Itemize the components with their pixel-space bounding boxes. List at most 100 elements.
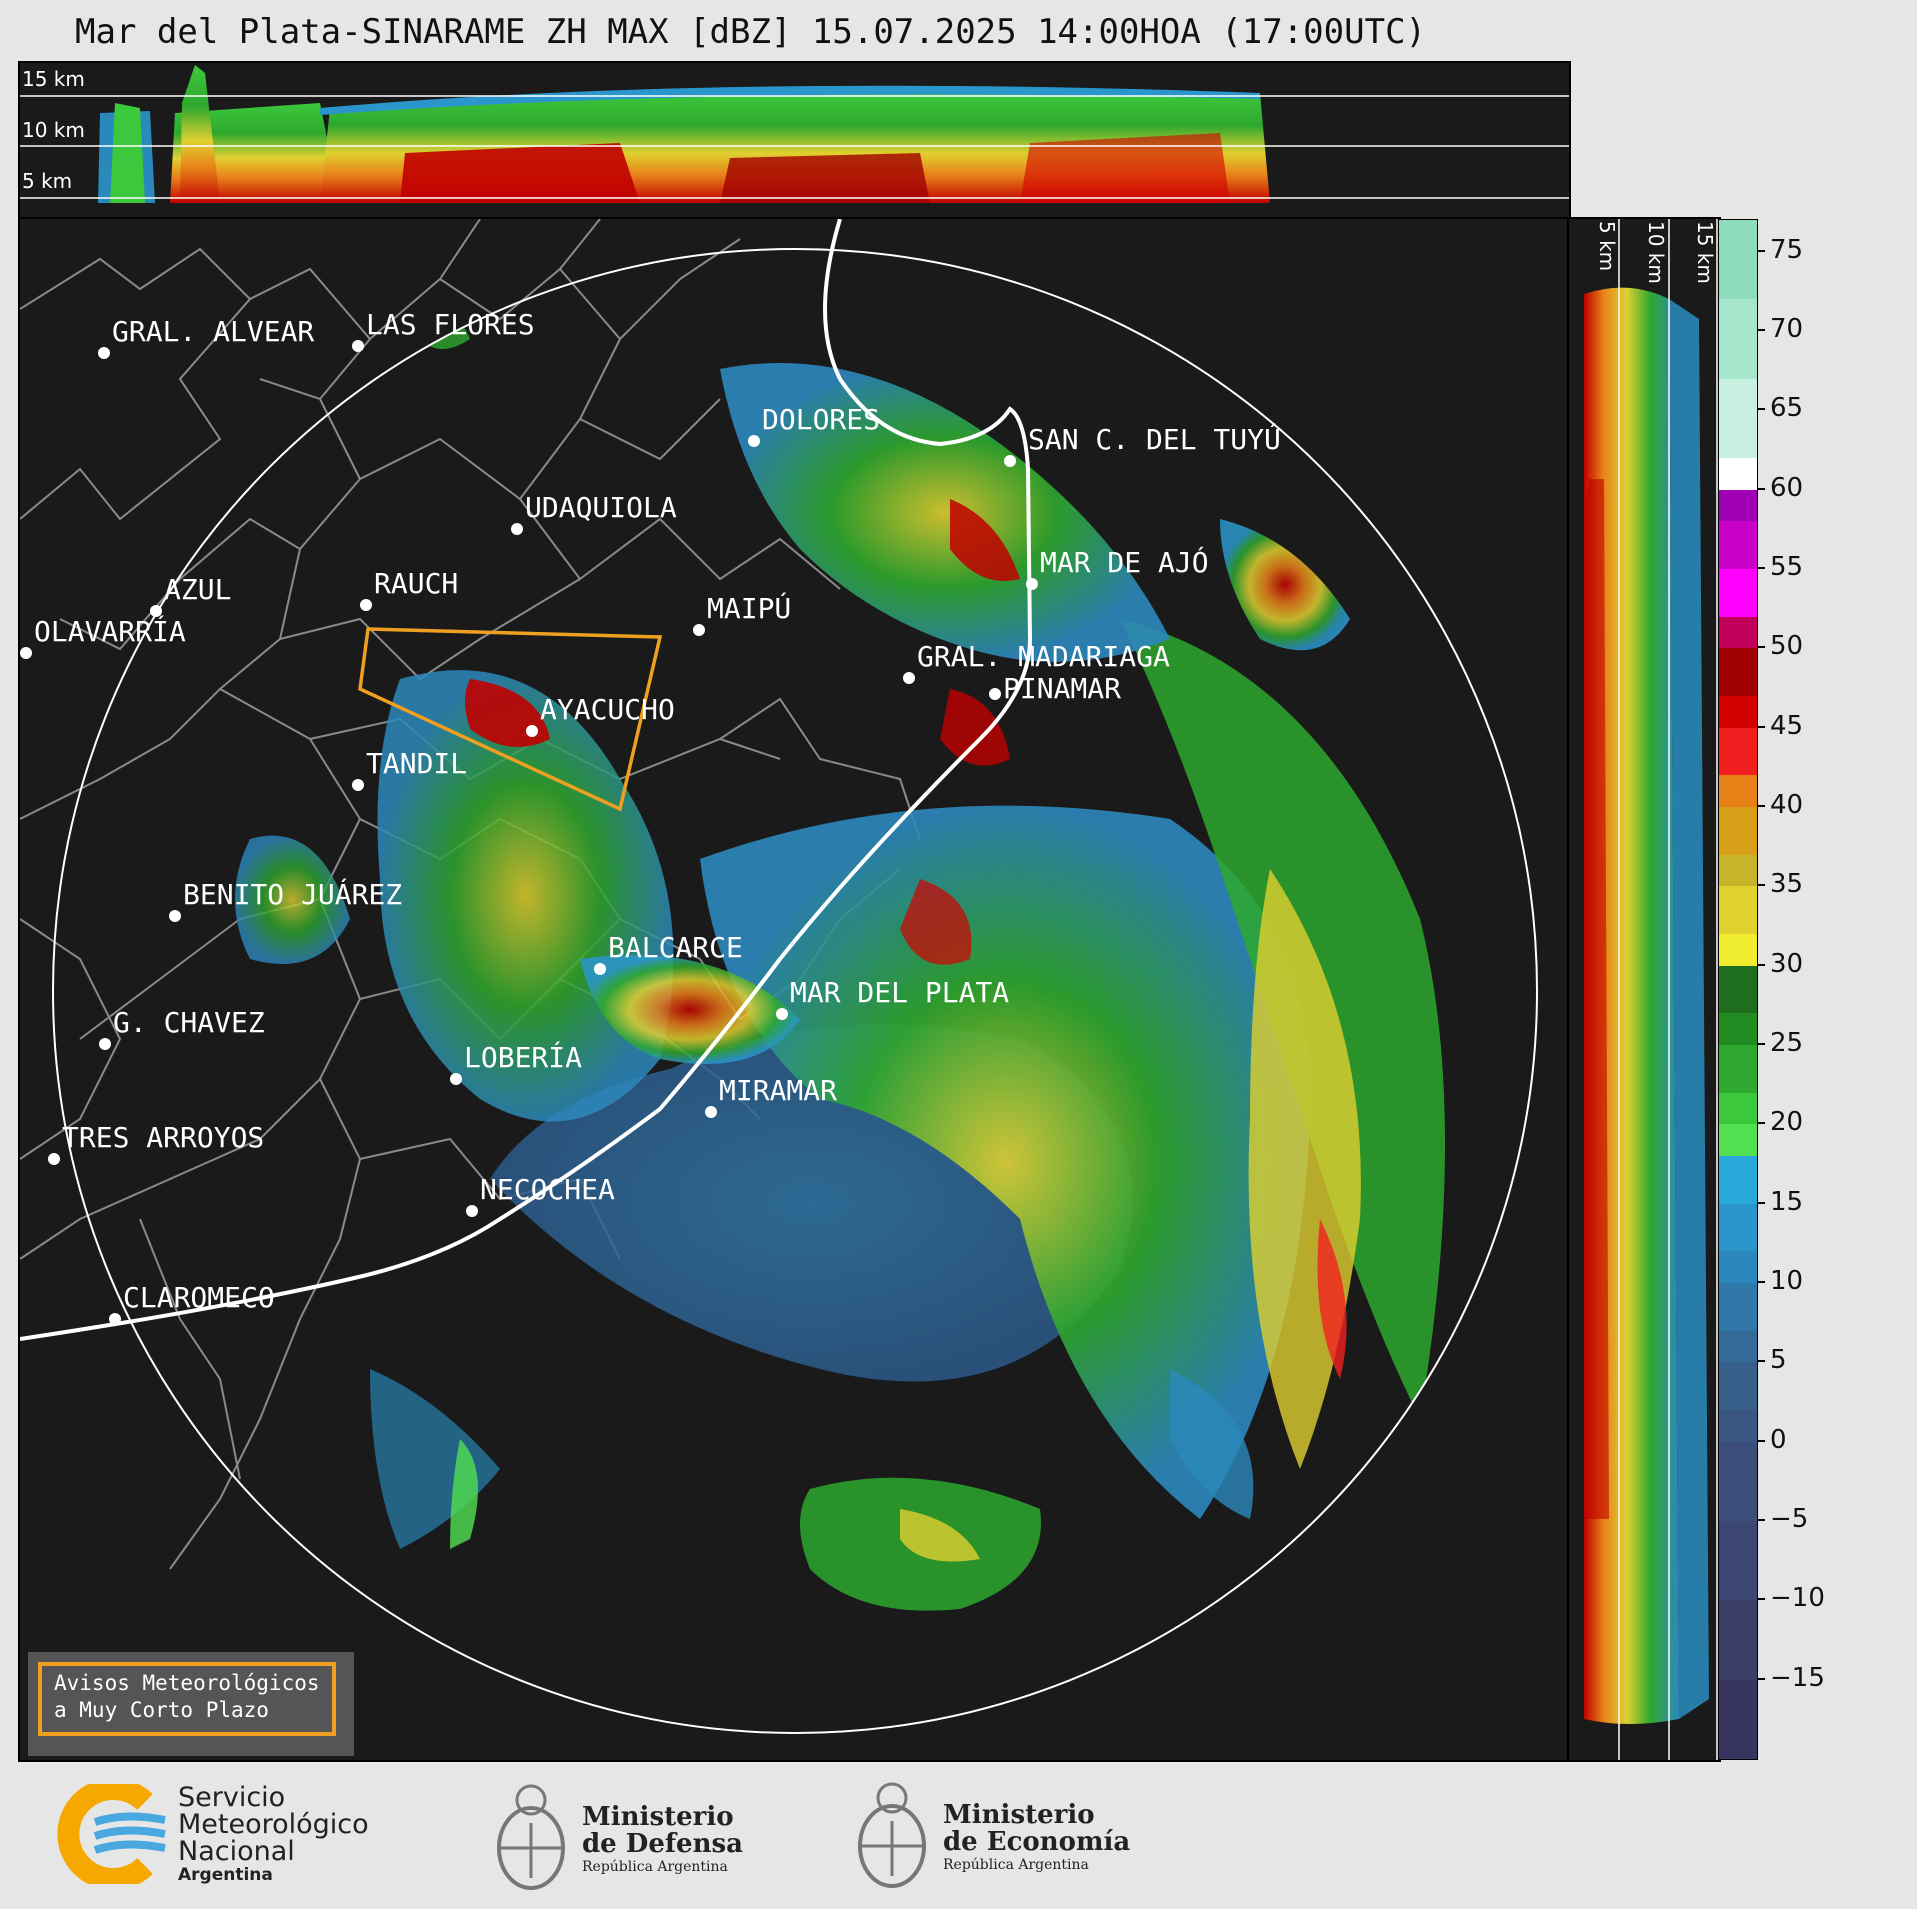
- economia-name: Ministerio de Economía República Argenti…: [943, 1802, 1130, 1874]
- city-label-miramar: MIRAMAR: [719, 1074, 837, 1107]
- radar-map: GRAL. ALVEAR LAS FLORES DOLORES SAN C. D…: [18, 217, 1571, 1762]
- colorbar-tick: [1757, 805, 1765, 808]
- colorbar-tick: [1757, 1281, 1765, 1284]
- colorbar-band: [1719, 775, 1757, 808]
- aviso-box: Avisos Meteorológicos a Muy Corto Plazo: [28, 1652, 354, 1756]
- colorbar-tick-label: 45: [1770, 710, 1804, 741]
- range-ring: [52, 248, 1538, 1734]
- city-label-loberia: LOBERÍA: [464, 1040, 582, 1074]
- colorbar-tick-label: 65: [1770, 393, 1804, 424]
- top-label-10km: 10 km: [22, 118, 85, 142]
- colorbar-tick-label: 55: [1770, 552, 1804, 583]
- colorbar-tick: [1757, 249, 1765, 252]
- city-label-las-flores: LAS FLORES: [366, 308, 535, 341]
- colorbar-band: [1719, 1330, 1757, 1363]
- colorbar-band: [1719, 1409, 1757, 1442]
- colorbar-tick: [1757, 646, 1765, 649]
- defensa-line-1: Ministerio: [582, 1802, 734, 1832]
- reflectivity-echoes: [235, 316, 1445, 1611]
- smn-line-3: Nacional: [178, 1836, 295, 1867]
- colorbar-tick-label: 75: [1770, 234, 1804, 265]
- side-label-5km: 5 km: [1595, 221, 1619, 272]
- smn-line-4: Argentina: [178, 1865, 273, 1885]
- colorbar-tick: [1757, 329, 1765, 332]
- city-label-tres-arroyos: TRES ARROYOS: [62, 1121, 264, 1154]
- colorbar-band: [1719, 1156, 1757, 1204]
- colorbar-band: [1719, 886, 1757, 934]
- defensa-shield-icon: [497, 1784, 565, 1890]
- colorbar-tick: [1757, 1122, 1765, 1125]
- colorbar-band: [1719, 521, 1757, 570]
- city-label-mar-de-ajo: MAR DE AJÓ: [1040, 545, 1209, 579]
- colorbar-band: [1719, 1521, 1757, 1601]
- top-cross-section-panel: 15 km 10 km 5 km: [18, 61, 1571, 219]
- colorbar-tick: [1757, 1439, 1765, 1442]
- city-label-claromeco: CLAROMECO: [123, 1281, 275, 1314]
- coastline: [20, 219, 1033, 1341]
- colorbar-band: [1719, 1203, 1757, 1252]
- colorbar-band: [1719, 854, 1757, 887]
- colorbar-tick-label: 70: [1770, 314, 1804, 345]
- aviso-line-1: Avisos Meteorológicos: [54, 1671, 320, 1695]
- colorbar-tick-label: 25: [1770, 1028, 1804, 1059]
- colorbar-band: [1719, 378, 1757, 458]
- colorbar: [1718, 219, 1758, 1760]
- colorbar-band: [1719, 220, 1757, 300]
- city-label-rauch: RAUCH: [374, 567, 458, 600]
- colorbar-band: [1719, 933, 1757, 966]
- colorbar-tick: [1757, 487, 1765, 490]
- colorbar-tick-label: 15: [1770, 1186, 1804, 1217]
- colorbar-tick-label: 50: [1770, 631, 1804, 662]
- colorbar-band: [1719, 1679, 1757, 1759]
- economia-line-2: de Economía: [943, 1827, 1131, 1857]
- city-label-udaquiola: UDAQUIOLA: [525, 491, 677, 524]
- colorbar-band: [1719, 1124, 1757, 1157]
- colorbar-band: [1719, 569, 1757, 617]
- colorbar-tick: [1757, 884, 1765, 887]
- economia-line-1: Ministerio: [943, 1800, 1095, 1830]
- city-label-dolores: DOLORES: [762, 403, 880, 436]
- colorbar-band: [1719, 1441, 1757, 1521]
- smn-logo-icon: [57, 1784, 166, 1884]
- colorbar-band: [1719, 1013, 1757, 1046]
- colorbar-tick: [1757, 1201, 1765, 1204]
- colorbar-band: [1719, 1362, 1757, 1410]
- city-label-g-chavez: G. CHAVEZ: [113, 1006, 265, 1039]
- smn-name: Servicio Meteorológico Nacional Argentin…: [178, 1784, 369, 1885]
- colorbar-band: [1719, 807, 1757, 855]
- city-label-olavarria: OLAVARRÍA: [34, 614, 186, 648]
- city-label-gral-alvear: GRAL. ALVEAR: [112, 315, 314, 348]
- top-label-5km: 5 km: [22, 169, 73, 193]
- colorbar-tick: [1757, 1360, 1765, 1363]
- colorbar-band: [1719, 1251, 1757, 1283]
- colorbar-tick-label: 5: [1770, 1345, 1787, 1376]
- city-label-necochea: NECOCHEA: [480, 1173, 615, 1206]
- city-label-san-c-del-tuyu: SAN C. DEL TUYÚ: [1028, 422, 1281, 456]
- economia-shield-icon: [858, 1782, 926, 1888]
- colorbar-band: [1719, 1283, 1757, 1331]
- colorbar-tick-label: 20: [1770, 1107, 1804, 1138]
- smn-line-2: Meteorológico: [178, 1809, 369, 1840]
- colorbar-tick: [1757, 1677, 1765, 1680]
- city-label-benito-juarez: BENITO JUÁREZ: [183, 877, 402, 911]
- colorbar-band: [1719, 457, 1757, 490]
- colorbar-tick-label: −5: [1770, 1504, 1809, 1534]
- colorbar-tick-label: −10: [1770, 1583, 1825, 1614]
- defensa-line-3: República Argentina: [582, 1859, 728, 1875]
- colorbar-band: [1719, 489, 1757, 522]
- colorbar-tick: [1757, 408, 1765, 411]
- colorbar-tick: [1757, 1043, 1765, 1046]
- city-label-mar-del-plata: MAR DEL PLATA: [790, 976, 1009, 1009]
- colorbar-band: [1719, 648, 1757, 696]
- colorbar-tick: [1757, 963, 1765, 966]
- colorbar-band: [1719, 1600, 1757, 1680]
- side-cross-section-panel: 5 km 10 km 15 km: [1567, 217, 1721, 1762]
- economia-line-3: República Argentina: [943, 1857, 1089, 1873]
- top-label-15km: 15 km: [22, 67, 85, 91]
- colorbar-tick-label: 30: [1770, 948, 1804, 979]
- colorbar-band: [1719, 1092, 1757, 1125]
- colorbar-band: [1719, 1045, 1757, 1093]
- colorbar-band: [1719, 616, 1757, 649]
- smn-line-1: Servicio: [178, 1782, 286, 1813]
- chart-title: Mar del Plata-SINARAME ZH MAX [dBZ] 15.0…: [75, 12, 1427, 52]
